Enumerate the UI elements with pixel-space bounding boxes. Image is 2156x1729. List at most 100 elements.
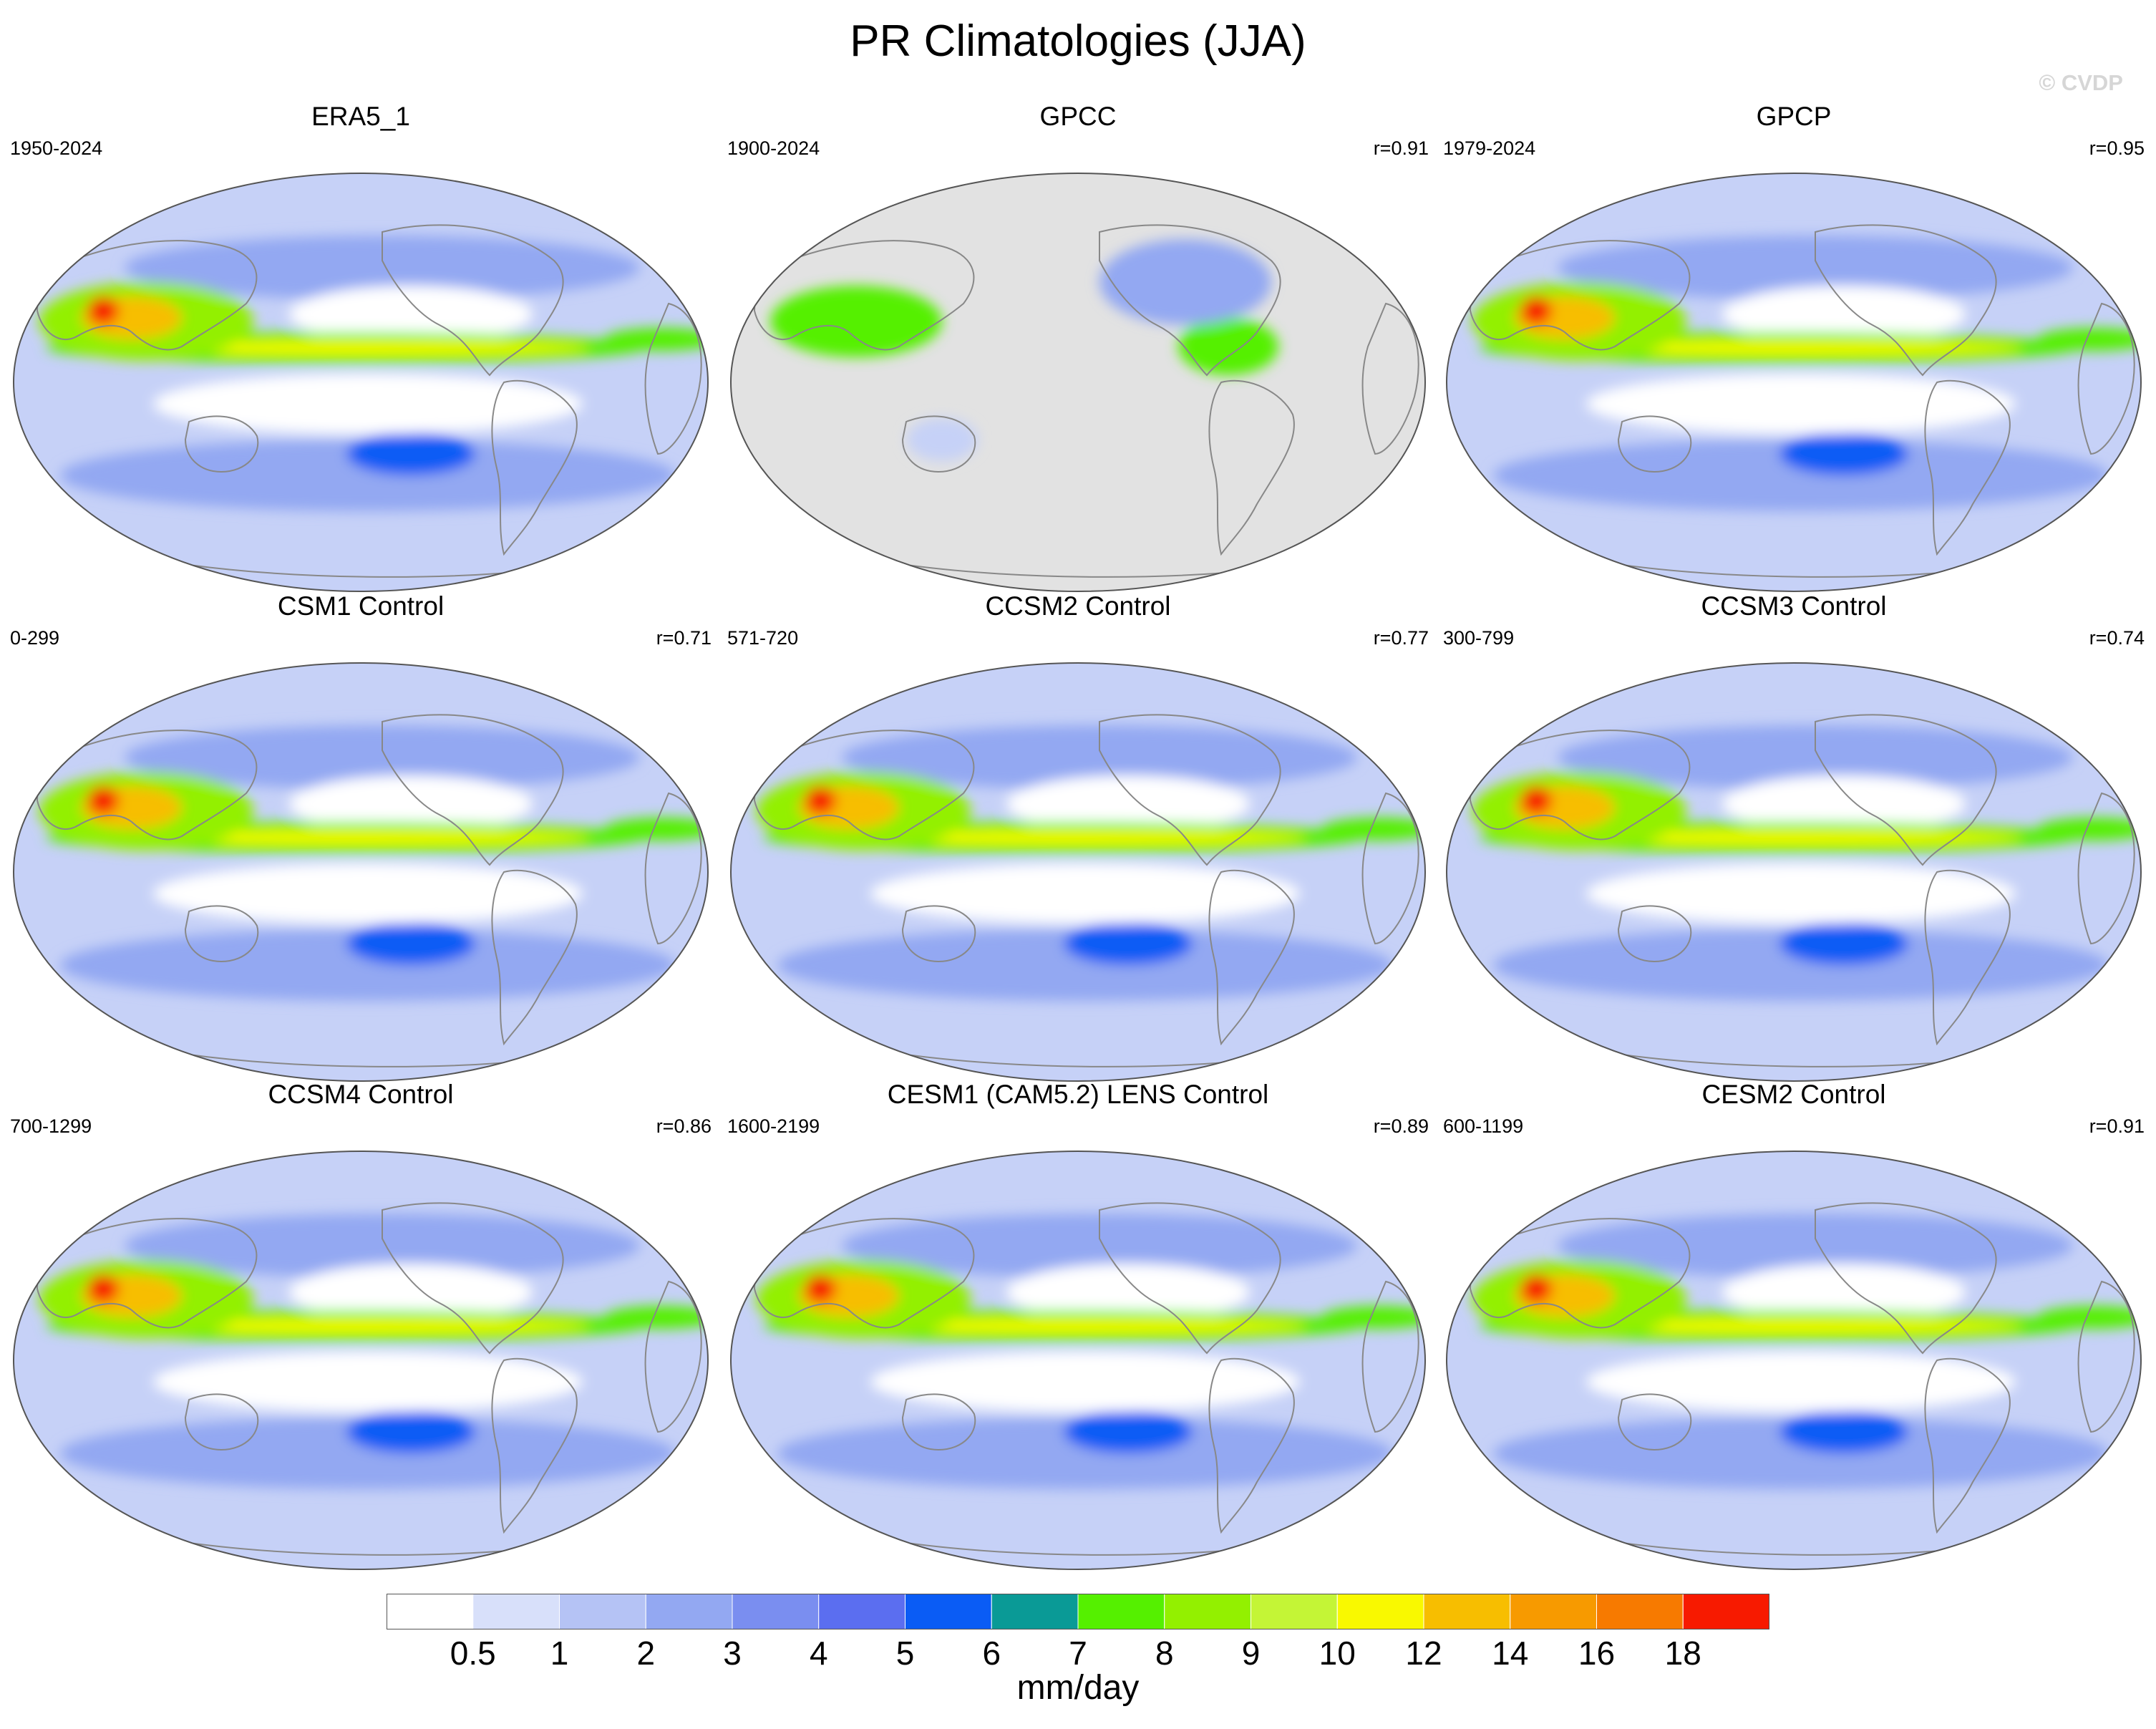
panel-pattern-correlation: r=0.95 [2089, 137, 2145, 159]
coastline-namerica [1815, 1202, 1997, 1355]
map-border [13, 662, 709, 1082]
dry-zone-north [1006, 775, 1250, 833]
colorbar-swatch-7 [905, 1594, 992, 1629]
map-border [730, 662, 1426, 1082]
coastline-australia [901, 415, 976, 473]
colorbar-swatch-13 [1423, 1594, 1511, 1629]
coastline-africa [644, 302, 702, 455]
colorbar-tick-label: 1 [550, 1634, 569, 1672]
monsoon-max [805, 786, 836, 815]
coastline-australia [184, 415, 259, 473]
coastline-australia [1617, 415, 1692, 473]
coastline-namerica [1815, 714, 1997, 866]
colorbar-swatch-5 [732, 1594, 820, 1629]
panel-pattern-correlation: r=0.86 [656, 1115, 712, 1137]
panel-year-range: 571-720 [727, 627, 799, 649]
colorbar-tick-label: 2 [636, 1634, 656, 1672]
panel-title: ERA5_1 [311, 102, 410, 131]
coastline-africa [2077, 302, 2135, 455]
map-border [730, 1151, 1426, 1570]
dry-zone-south [870, 1352, 1300, 1412]
coastline-namerica [1099, 714, 1281, 866]
coastline-samerica [1924, 379, 2011, 556]
dry-zone-north [1722, 286, 1966, 343]
precip-map [730, 1151, 1426, 1570]
atlantic-itcz [1321, 1306, 1425, 1329]
map-panel-5: CCSM2 Control 571-720 r=0.77 [727, 591, 1429, 1085]
precip-map [730, 662, 1426, 1082]
land-australia [906, 418, 978, 461]
south-pacific-max [346, 922, 475, 965]
map-border [730, 173, 1426, 592]
dry-zone-south [1586, 374, 2016, 434]
precip-map [13, 1151, 709, 1570]
map-border [1446, 662, 2142, 1082]
atlantic-itcz [1321, 818, 1425, 841]
coastline-australia [901, 1393, 976, 1451]
colorbar-swatch-15 [1596, 1594, 1684, 1629]
land-amazon [1178, 318, 1278, 375]
panel-title: CCSM2 Control [985, 591, 1171, 621]
coastline-australia [184, 1393, 259, 1451]
atlantic-itcz [604, 818, 708, 841]
map-panel-6: CCSM3 Control 300-799 r=0.74 [1443, 591, 2145, 1085]
map-panel-4: CSM1 Control 0-299 r=0.71 [10, 591, 712, 1085]
panel-title: CCSM3 Control [1701, 591, 1887, 621]
south-pacific-max [1779, 432, 1908, 475]
coastline-namerica [1815, 224, 1997, 377]
map-panel-3: GPCP 1979-2024 r=0.95 [1443, 102, 2145, 596]
colorbar-swatch-4 [645, 1594, 733, 1629]
atlantic-itcz [604, 1306, 708, 1329]
panel-pattern-correlation: r=0.71 [656, 627, 712, 649]
monsoon-max [1520, 786, 1552, 815]
coastline-namerica [382, 1202, 564, 1355]
land-monsoon [770, 286, 942, 357]
south-pacific-max [1779, 1410, 1908, 1453]
precip-map [1446, 662, 2142, 1082]
coastline-africa [644, 792, 702, 945]
storm-track-north [1558, 1214, 2073, 1278]
monsoon-max [1520, 1274, 1552, 1303]
storm-track-south [1493, 440, 2109, 511]
coastline-asia [1469, 240, 1691, 351]
colorbar-tick-label: 16 [1578, 1634, 1616, 1672]
colorbar-swatch-3 [559, 1594, 646, 1629]
dry-zone-south [153, 863, 583, 924]
map-border [13, 1151, 709, 1570]
storm-track-north [842, 1214, 1357, 1278]
panel-year-range: 700-1299 [10, 1115, 92, 1137]
map-panel-7: CCSM4 Control 700-1299 r=0.86 [10, 1080, 712, 1574]
storm-track-north [1558, 236, 2073, 300]
land-north-america [1099, 239, 1271, 325]
coastline-asia [753, 1218, 975, 1329]
coastline-africa [2077, 792, 2135, 945]
precip-map [730, 173, 1426, 592]
colorbar-swatch-11 [1251, 1594, 1338, 1629]
map-panel-1: ERA5_1 1950-2024 [10, 102, 712, 596]
storm-track-south [777, 1418, 1393, 1489]
atlantic-itcz [604, 328, 708, 351]
atlantic-itcz [2037, 818, 2141, 841]
dry-zone-north [1722, 1264, 1966, 1321]
panel-year-range: 0-299 [10, 627, 60, 649]
coastline-samerica [1208, 1357, 1295, 1534]
colorbar-tick-label: 18 [1664, 1634, 1701, 1672]
storm-track-south [1493, 929, 2109, 1001]
colorbar-tick-label: 8 [1155, 1634, 1174, 1672]
colorbar-swatch-14 [1510, 1594, 1597, 1629]
dry-zone-north [1006, 1264, 1250, 1321]
coastline-africa [1361, 302, 1419, 455]
atlantic-itcz [2037, 1306, 2141, 1329]
coastline-africa [2077, 1280, 2135, 1433]
coastline-australia [1617, 905, 1692, 963]
panel-year-range: 1979-2024 [1443, 137, 1536, 159]
coastline-asia [36, 1218, 258, 1329]
storm-track-north [125, 725, 640, 790]
colorbar-tick-label: 12 [1405, 1634, 1442, 1672]
storm-track-north [842, 725, 1357, 790]
coastline-asia [753, 730, 975, 841]
panel-year-range: 600-1199 [1443, 1115, 1524, 1137]
storm-track-south [60, 929, 676, 1001]
storm-track-north [1558, 725, 2073, 790]
dry-zone-north [289, 286, 533, 343]
